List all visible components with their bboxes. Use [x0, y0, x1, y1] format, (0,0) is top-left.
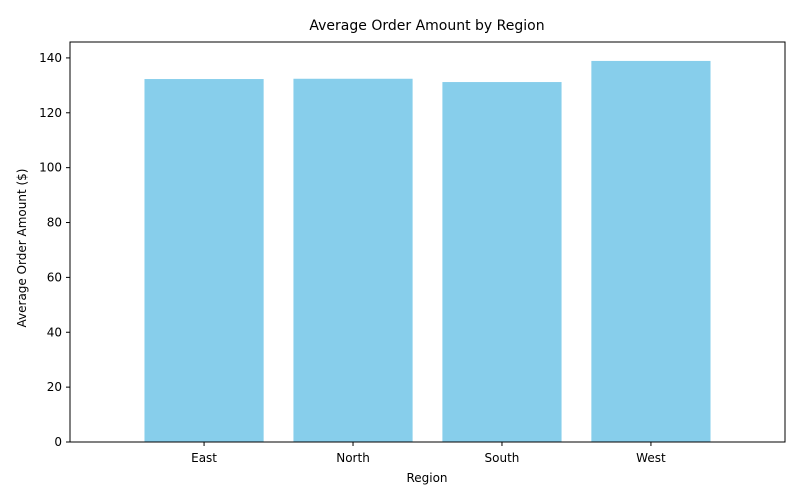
- bar-south: [442, 82, 562, 442]
- plot-area: 0 20 40 60 80 100 120 140 East North South West: [39, 41, 786, 465]
- bar-west: [591, 60, 711, 442]
- bar-north: [293, 78, 413, 442]
- bar-group: [144, 60, 711, 442]
- y-axis: 0 20 40 60 80 100 120 140: [39, 51, 70, 449]
- y-axis-label: Average Order Amount ($): [15, 169, 29, 328]
- y-tick-label: 40: [47, 325, 62, 339]
- y-tick-label: 0: [54, 435, 62, 449]
- y-tick-label: 140: [39, 51, 62, 65]
- x-tick-label: South: [485, 451, 520, 465]
- plot-frame: [69, 41, 786, 443]
- x-tick-label: East: [191, 451, 217, 465]
- x-axis-label: Region: [406, 471, 447, 485]
- bar-east: [144, 79, 264, 442]
- y-tick-label: 80: [47, 216, 62, 230]
- y-tick-label: 20: [47, 380, 62, 394]
- x-tick-label: West: [636, 451, 666, 465]
- x-axis: East North South West: [191, 442, 666, 465]
- x-tick-label: North: [336, 451, 370, 465]
- y-tick-label: 120: [39, 106, 62, 120]
- chart-title: Average Order Amount by Region: [309, 18, 544, 34]
- y-tick-label: 100: [39, 161, 62, 175]
- y-tick-label: 60: [47, 270, 62, 284]
